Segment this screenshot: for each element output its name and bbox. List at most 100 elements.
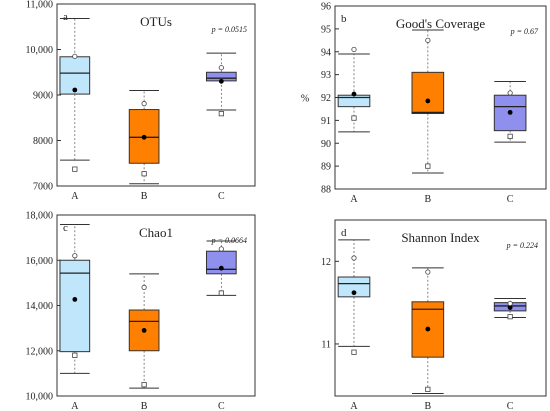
y-tick-label: 91 — [321, 116, 331, 127]
x-tick-label: A — [71, 191, 79, 202]
y-tick-label: 93 — [321, 70, 331, 81]
p-value: p = 0.67 — [510, 27, 539, 36]
box-C — [205, 240, 237, 296]
box-B — [411, 29, 445, 174]
y-tick-label: 18,000 — [26, 211, 54, 222]
percentile-marker-upper — [72, 53, 78, 59]
y-tick-label: 10,000 — [26, 392, 54, 403]
mean-marker — [425, 326, 431, 332]
box-C — [205, 52, 237, 117]
x-tick-label: A — [350, 194, 358, 205]
percentile-marker-upper — [218, 246, 224, 252]
box-B — [411, 267, 445, 395]
percentile-marker-lower — [141, 171, 147, 177]
x-tick-label: A — [71, 401, 79, 411]
y-tick-label: 88 — [321, 185, 331, 196]
percentile-marker-upper — [507, 300, 513, 307]
mean-marker — [141, 134, 147, 140]
y-tick-label: 92 — [321, 93, 331, 104]
x-tick-label: B — [425, 194, 432, 205]
y-tick-label: 89 — [321, 162, 331, 173]
percentile-marker-lower — [507, 314, 513, 320]
x-tick-label: C — [507, 194, 514, 205]
y-tick-label: 12,000 — [26, 346, 54, 357]
box-A — [337, 46, 371, 133]
y-tick-label: 14,000 — [26, 301, 54, 312]
percentile-marker-upper — [507, 90, 513, 96]
percentile-marker-upper — [72, 253, 78, 259]
mean-marker — [351, 290, 357, 296]
panel-label: a — [63, 11, 68, 23]
box-B — [128, 89, 160, 185]
x-tick-label: C — [218, 191, 225, 202]
box-body — [128, 309, 160, 352]
percentile-marker-lower — [72, 352, 78, 358]
percentile-marker-lower — [425, 163, 431, 169]
percentile-marker-upper — [425, 37, 431, 43]
panel-title: Good's Coverage — [396, 16, 486, 31]
panel-label: d — [341, 227, 347, 239]
mean-marker — [141, 327, 147, 333]
y-tick-label: 96 — [321, 2, 331, 13]
box-body — [411, 71, 445, 115]
mean-marker — [72, 296, 78, 302]
y-tick-label: 11 — [321, 339, 331, 350]
mean-marker — [507, 305, 513, 310]
y-axis-label: % — [301, 94, 309, 105]
x-tick-label: C — [507, 401, 514, 411]
y-tick-label: 11,000 — [26, 0, 53, 11]
percentile-marker-upper — [425, 269, 431, 275]
panel-a: 7000 8000 9000 10,000 11,000 a OTUs p = 0.0515 A… — [26, 0, 256, 202]
panel-title: Chao1 — [139, 225, 173, 240]
mean-marker — [72, 87, 78, 93]
box-C — [493, 297, 527, 320]
percentile-marker-upper — [218, 65, 224, 71]
percentile-marker-upper — [141, 284, 147, 290]
y-tick-label: 7000 — [33, 182, 53, 193]
panel-label: b — [341, 13, 347, 25]
panel-title: Shannon Index — [401, 230, 480, 245]
box-body — [59, 259, 91, 353]
y-tick-label: 90 — [321, 139, 331, 150]
percentile-marker-upper — [351, 46, 357, 53]
y-tick-label: 12 — [321, 257, 331, 268]
y-tick-label: 16,000 — [26, 256, 54, 267]
p-value: p = 0.0664 — [211, 236, 247, 245]
mean-marker — [507, 109, 513, 115]
percentile-marker-upper — [141, 101, 147, 107]
percentile-marker-lower — [351, 349, 357, 355]
mean-marker — [351, 91, 357, 97]
percentile-marker-lower — [72, 166, 78, 172]
percentile-marker-lower — [425, 386, 431, 392]
box-A — [59, 18, 91, 172]
p-value: p = 0.0515 — [211, 25, 247, 34]
x-tick-label: A — [350, 401, 358, 411]
panel-title: OTUs — [140, 14, 172, 29]
y-tick-label: 8000 — [33, 136, 53, 147]
panel-c: 10,000 12,000 14,000 16,000 18,000 c Chao1 p = … — [26, 211, 256, 411]
box-body — [337, 276, 371, 298]
mean-marker — [425, 98, 431, 104]
percentile-marker-lower — [218, 290, 224, 296]
box-B — [128, 273, 160, 389]
box-A — [59, 224, 91, 374]
y-tick-label: 9000 — [33, 91, 53, 102]
box-A — [337, 239, 371, 355]
y-tick-label: 95 — [321, 24, 331, 35]
plot-frame — [334, 219, 547, 397]
x-tick-label: B — [141, 401, 148, 411]
y-tick-label: 10,000 — [26, 45, 54, 56]
box-C — [493, 80, 527, 143]
mean-marker — [218, 265, 224, 271]
percentile-marker-upper — [351, 255, 357, 261]
p-value: p = 0.224 — [506, 241, 538, 250]
percentile-marker-lower — [507, 133, 513, 139]
percentile-marker-lower — [141, 382, 147, 388]
mean-marker — [218, 78, 224, 84]
x-tick-label: B — [425, 401, 432, 411]
percentile-marker-lower — [351, 115, 357, 121]
percentile-marker-lower — [218, 111, 224, 117]
x-tick-label: B — [141, 191, 148, 202]
panel-label: c — [63, 222, 68, 234]
